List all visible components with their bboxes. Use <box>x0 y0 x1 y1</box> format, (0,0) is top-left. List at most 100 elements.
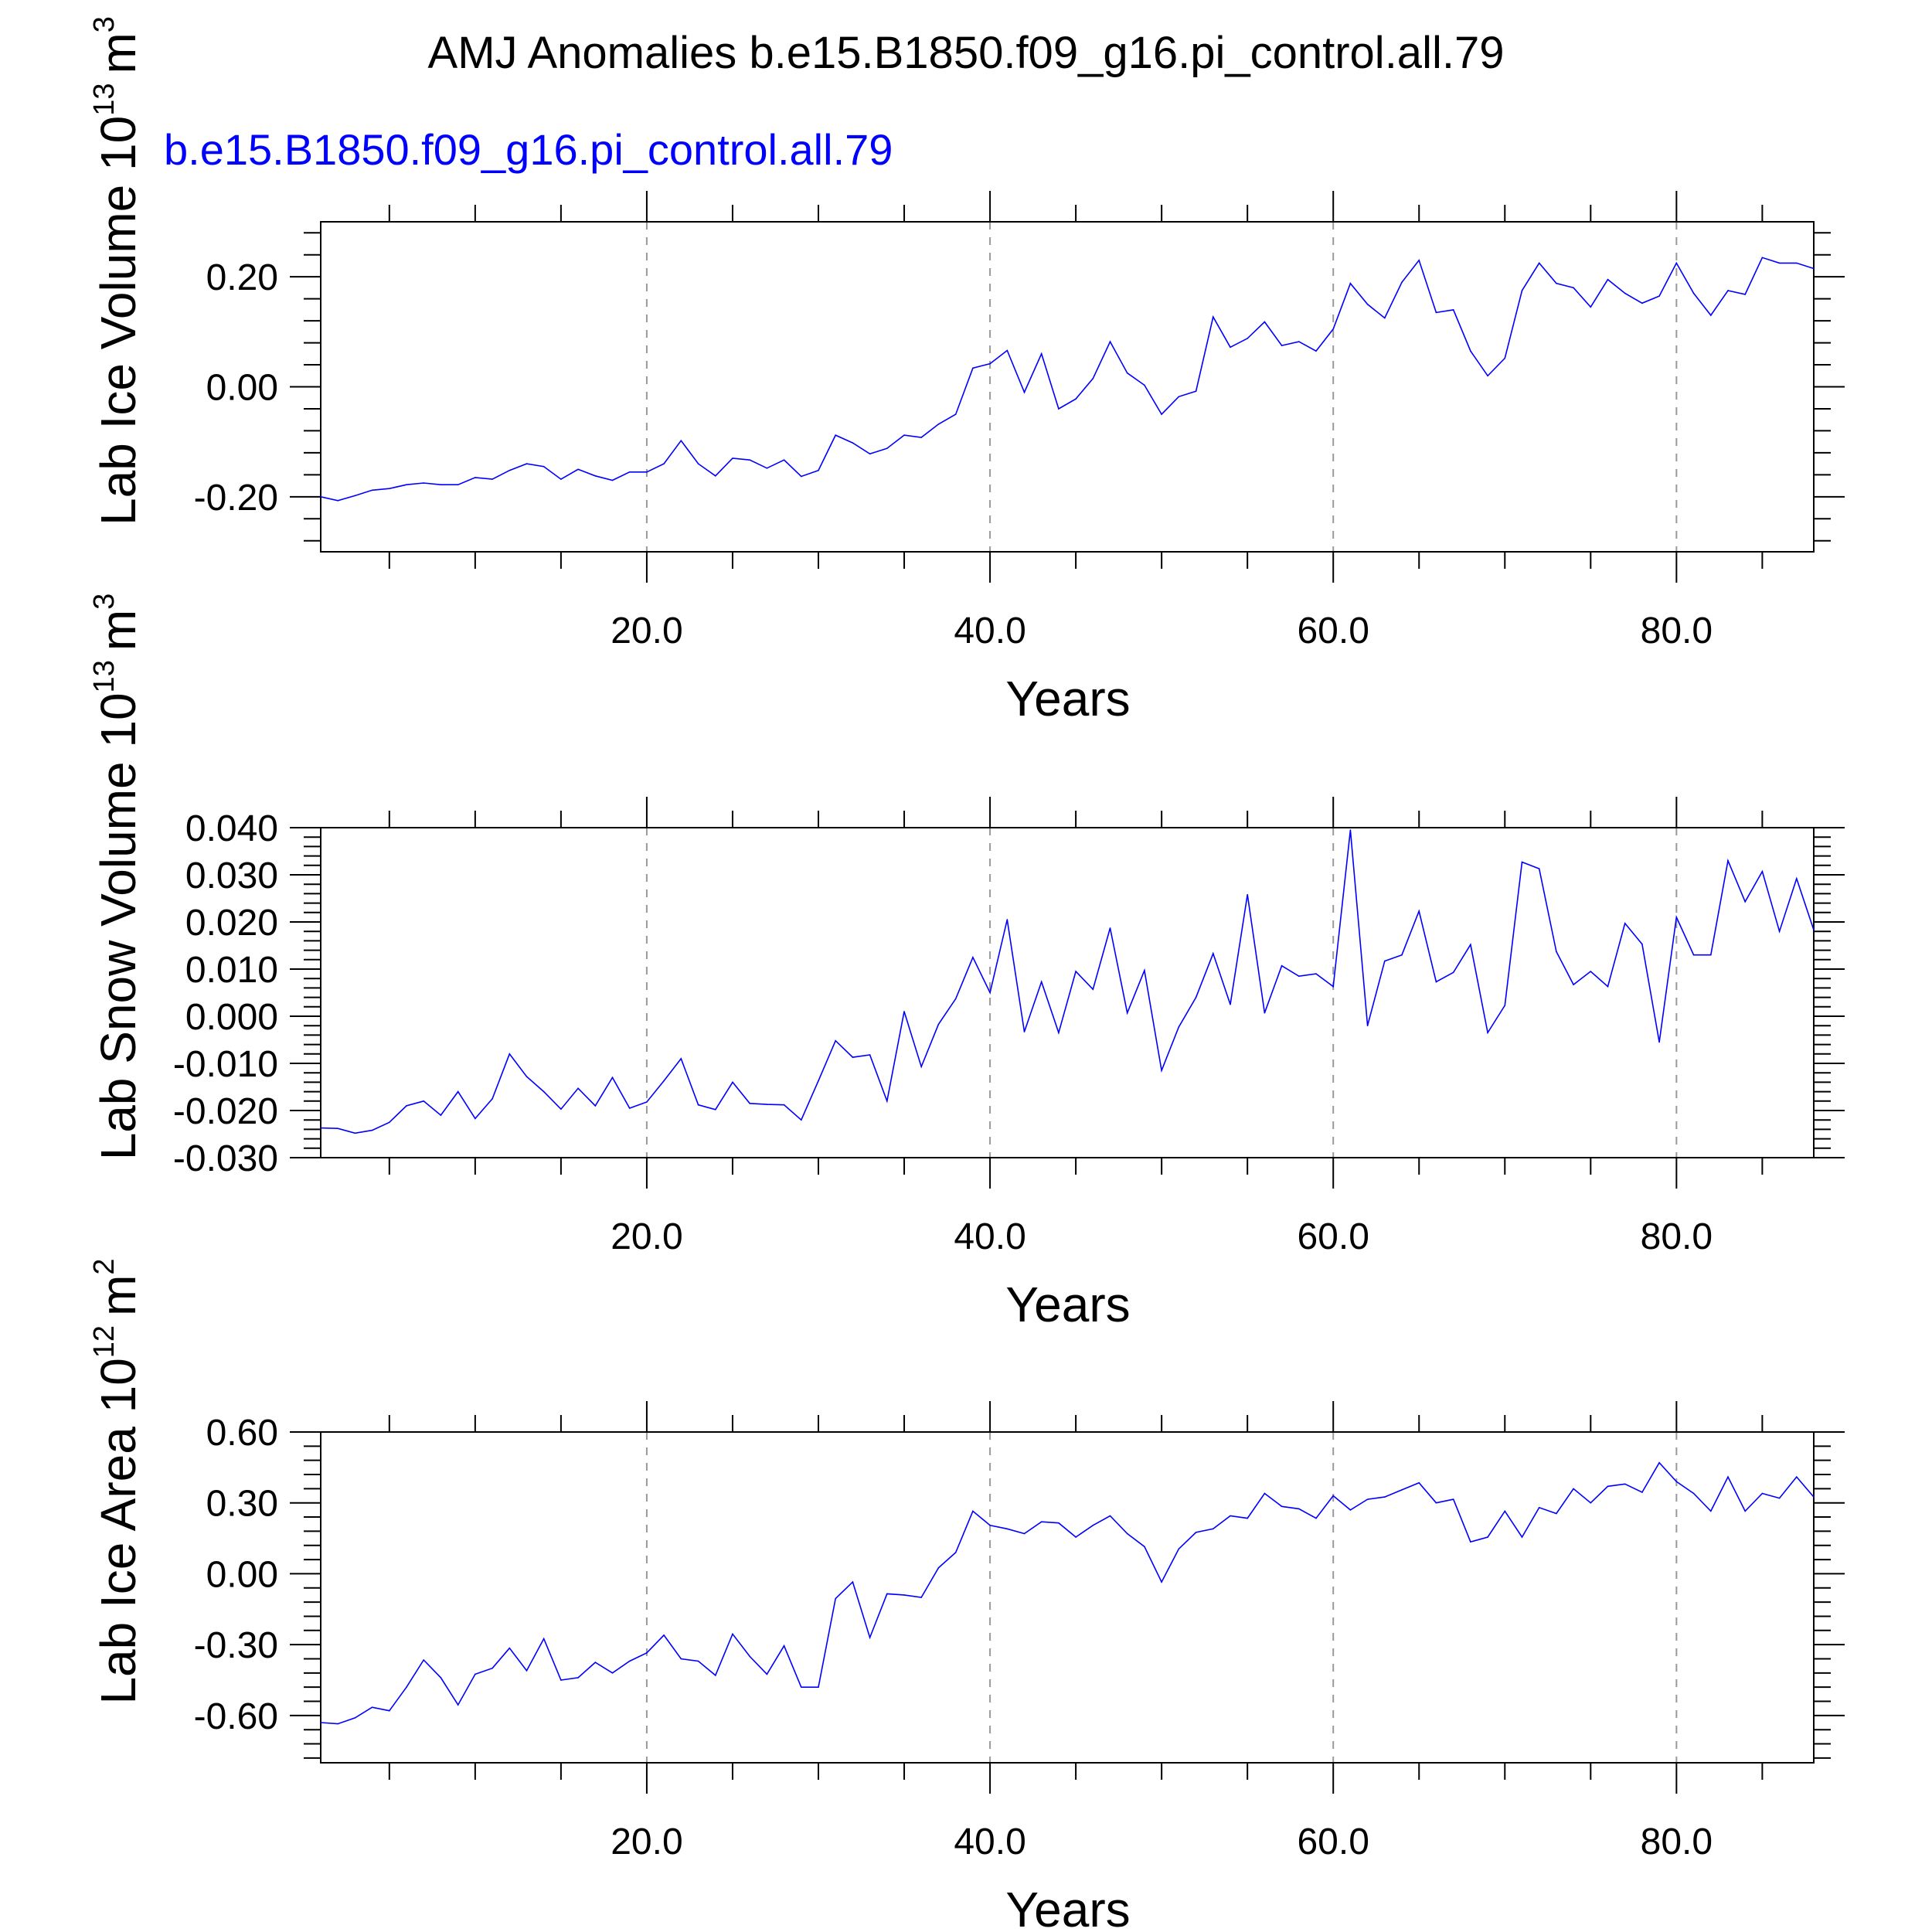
data-point <box>611 1077 614 1079</box>
data-point <box>611 479 614 481</box>
data-point <box>1521 861 1523 863</box>
x-tick-label: 20.0 <box>611 1821 682 1862</box>
data-point <box>1144 1546 1145 1548</box>
legend-label: b.e15.B1850.f09_g16.pi_control.all.79 <box>164 125 893 174</box>
data-point <box>920 1066 923 1068</box>
figure-title: AMJ Anomalies b.e15.B1850.f09_g16.pi_con… <box>428 28 1505 78</box>
data-point <box>440 1114 442 1116</box>
data-point <box>1727 1476 1729 1478</box>
data-point <box>1813 1496 1815 1498</box>
data-point <box>526 463 528 464</box>
data-point <box>954 1552 957 1553</box>
data-point <box>406 1105 407 1107</box>
data-point <box>1658 1041 1660 1043</box>
data-point <box>1281 964 1283 967</box>
data-point <box>1761 257 1764 259</box>
y-tick-label: -0.030 <box>173 1138 278 1179</box>
data-point <box>1161 1070 1162 1071</box>
data-point <box>818 469 819 471</box>
data-point <box>1195 390 1197 392</box>
data-point <box>1521 290 1523 291</box>
data-point <box>646 1101 648 1103</box>
data-point <box>1607 278 1609 281</box>
data-point <box>440 1677 442 1679</box>
y-tick-label: -0.60 <box>194 1696 278 1737</box>
data-point <box>594 1662 597 1663</box>
data-point <box>1813 929 1815 931</box>
x-tick-label: 80.0 <box>1641 611 1713 651</box>
data-point <box>989 362 991 365</box>
plot-frame <box>320 221 1815 553</box>
data-point <box>1212 316 1214 318</box>
data-point <box>1538 868 1540 869</box>
data-point <box>1675 262 1678 264</box>
x-axis-label: Years <box>1005 671 1130 726</box>
data-point <box>1332 1495 1335 1497</box>
data-point <box>903 1594 905 1596</box>
data-point <box>835 1597 837 1600</box>
data-point <box>1092 378 1094 379</box>
data-point <box>766 468 768 469</box>
data-point <box>1366 1025 1369 1026</box>
data-point <box>852 1581 854 1583</box>
y-tick-label: 0.30 <box>206 1484 278 1525</box>
data-point <box>1281 345 1283 346</box>
data-point <box>954 998 957 1000</box>
data-point <box>628 1107 631 1109</box>
data-point <box>697 1104 699 1106</box>
x-tick-label: 40.0 <box>954 1216 1026 1257</box>
data-point <box>1384 317 1386 319</box>
data-point <box>1487 1536 1488 1538</box>
panel-3: -0.60 -0.30 0.00 0.30 0.60 20.0 40.0 60.0 80.0 Ye… <box>88 1258 1845 1932</box>
data-point <box>423 482 425 484</box>
data-point <box>492 1667 493 1669</box>
data-point <box>474 1117 476 1120</box>
data-point <box>1006 1528 1009 1530</box>
data-point <box>766 1104 768 1105</box>
data-point <box>406 484 407 485</box>
data-point <box>800 1119 802 1121</box>
data-point <box>903 434 905 436</box>
data-point <box>903 1011 905 1012</box>
data-point <box>1692 292 1695 294</box>
y-tick-label: 0.030 <box>185 855 278 896</box>
data-point <box>509 1647 511 1649</box>
y-axis-label: Lab Snow Volume 1013m3 <box>88 594 146 1161</box>
data-point <box>1641 302 1643 304</box>
data-point <box>1109 341 1111 342</box>
data-point <box>389 1121 390 1124</box>
data-point <box>1778 262 1781 264</box>
data-point <box>337 1128 339 1129</box>
data-point <box>749 459 750 461</box>
data-point <box>1230 1515 1231 1517</box>
data-point <box>783 459 785 461</box>
data-point <box>1195 996 1197 998</box>
data-point <box>1178 396 1180 398</box>
y-tick-label: -0.20 <box>194 478 278 519</box>
panel-2: -0.030 -0.020 -0.010 0.000 0.010 0.020 0.030 0.… <box>88 594 1845 1332</box>
data-point <box>628 1660 631 1662</box>
y-axis-label: Lab Ice Volume 1013m3 <box>88 16 146 526</box>
data-point <box>937 1023 940 1026</box>
data-point <box>680 440 682 442</box>
data-point <box>371 1129 373 1131</box>
data-point <box>749 1655 750 1658</box>
data-point <box>1727 290 1729 291</box>
data-point <box>1298 1508 1300 1510</box>
y-tick-label: -0.020 <box>173 1091 278 1132</box>
data-point <box>371 489 373 492</box>
x-tick-label: 60.0 <box>1297 1216 1369 1257</box>
data-point <box>1349 829 1352 831</box>
data-point <box>1452 1498 1454 1500</box>
data-point <box>937 1566 940 1569</box>
data-point <box>920 437 923 438</box>
data-point <box>1624 1483 1626 1485</box>
data-point <box>354 1717 356 1719</box>
data-point <box>1795 878 1798 879</box>
data-point <box>886 1100 888 1102</box>
data-point <box>320 1127 321 1129</box>
data-point <box>1195 1532 1197 1533</box>
data-point <box>389 1709 390 1712</box>
data-point <box>1709 315 1712 316</box>
data-point <box>1384 960 1386 962</box>
